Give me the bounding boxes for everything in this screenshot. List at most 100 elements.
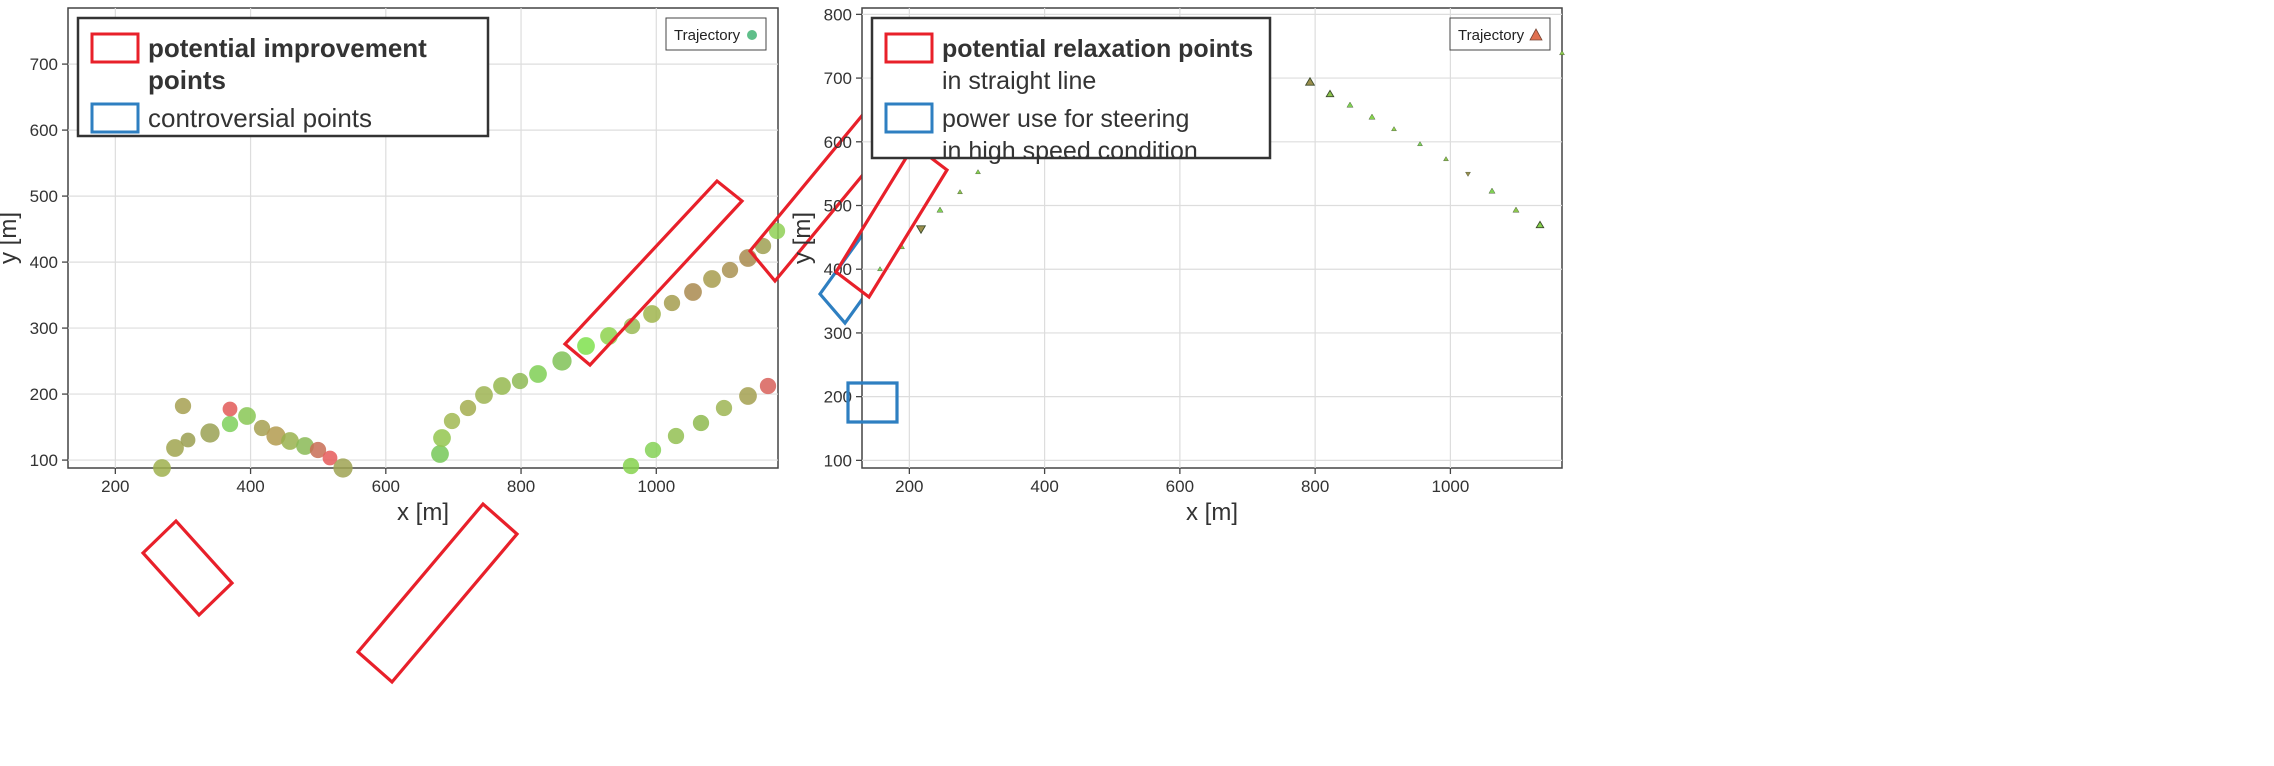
data-point: [1443, 156, 1449, 162]
data-point: [1391, 126, 1397, 132]
data-point: [667, 427, 685, 445]
data-point: [511, 372, 529, 390]
data-point: [877, 266, 883, 271]
annotation-text: points: [148, 65, 226, 95]
y-tick-label: 200: [30, 385, 58, 404]
data-point: [1346, 101, 1354, 108]
x-axis-label: x [m]: [397, 499, 449, 526]
x-axis-label: x [m]: [1186, 499, 1238, 526]
data-point: [433, 429, 451, 447]
y-tick-label: 600: [30, 121, 58, 140]
data-point: [296, 437, 314, 455]
data-point: [1325, 89, 1335, 98]
data-point: [739, 387, 757, 405]
data-point: [663, 294, 681, 312]
y-tick-label: 400: [30, 253, 58, 272]
legend-label: Trajectory: [1458, 27, 1525, 44]
legend-marker: [1529, 28, 1543, 41]
data-point: [936, 206, 944, 213]
chart-panel-1: 200 400 600 800 1000 100 200 300 400 500 600 700 x […: [0, 7, 1151, 526]
data-point: [166, 439, 184, 457]
data-point: [975, 169, 981, 175]
data-point: [957, 189, 963, 195]
y-tick-label: 100: [30, 451, 58, 470]
data-point: [703, 270, 721, 288]
data-point: [431, 445, 449, 463]
y-tick-label: 800: [824, 5, 852, 24]
chart-panel-2: 200 400 600 800 1000 100 200 300 400 500 600 700 800…: [140, 5, 1565, 685]
data-point: [1559, 50, 1565, 55]
data-point: [529, 365, 547, 383]
data-point: [1512, 206, 1520, 213]
x-tick-label: 1000: [637, 477, 675, 496]
x-tick-label: 200: [895, 477, 923, 496]
data-point: [644, 441, 662, 459]
trajectory-legend: Trajectory: [665, 17, 767, 51]
annotation-swatch-2: [90, 102, 140, 134]
y-tick-label: 500: [30, 187, 58, 206]
data-point: [1304, 76, 1316, 86]
data-point: [1417, 141, 1423, 147]
data-point: [266, 426, 286, 446]
data-point: [1535, 220, 1545, 229]
data-point: [475, 386, 493, 404]
x-tick-label: 800: [1301, 477, 1329, 496]
data-point: [577, 337, 595, 355]
data-point: [643, 305, 661, 323]
annotation-swatch-1: [884, 32, 934, 64]
trajectory-legend: Trajectory: [1449, 17, 1551, 51]
y-tick-label: 300: [30, 319, 58, 338]
annotation-text: potential improvement: [148, 33, 427, 63]
data-point: [222, 401, 238, 417]
highlight-box-5: [846, 381, 899, 424]
data-point: [238, 407, 256, 425]
legend-label: Trajectory: [674, 27, 741, 44]
data-point: [915, 225, 927, 235]
data-point: [333, 458, 353, 478]
data-point: [759, 377, 777, 395]
data-point: [622, 457, 640, 475]
y-tick-label: 600: [824, 133, 852, 152]
annotation-legend-frame: [76, 16, 490, 138]
data-point: [768, 222, 786, 240]
data-point: [309, 441, 327, 459]
annotation-legend: potential relaxation points in straight l…: [870, 16, 1272, 165]
y-axis-label: y [m]: [789, 212, 816, 264]
data-point: [1488, 187, 1496, 194]
y-axis-label: y [m]: [0, 212, 22, 264]
data-point: [253, 419, 271, 437]
data-point: [1368, 113, 1376, 120]
annotation-text: potential relaxation points: [942, 35, 1253, 63]
data-point: [692, 414, 710, 432]
x-tick-label: 400: [236, 477, 264, 496]
data-point: [174, 397, 192, 415]
x-tick-label: 600: [372, 477, 400, 496]
x-tick-label: 800: [507, 477, 535, 496]
data-point: [1465, 171, 1471, 177]
x-tick-label: 1000: [1431, 477, 1469, 496]
y-tick-label: 300: [824, 324, 852, 343]
legend-marker: [747, 30, 757, 40]
x-tick-label: 600: [1166, 477, 1194, 496]
data-point: [552, 351, 572, 371]
annotation-text: power use for steering: [942, 105, 1189, 133]
x-tick-label: 400: [1030, 477, 1058, 496]
y-tick-label: 700: [30, 55, 58, 74]
y-tick-label: 100: [824, 451, 852, 470]
data-point: [200, 423, 220, 443]
y-tick-label: 200: [824, 388, 852, 407]
annotation-text: controversial points: [148, 103, 372, 133]
data-point: [443, 412, 461, 430]
highlight-box-4: [833, 142, 950, 300]
highlight-box-1: [140, 518, 235, 618]
data-point: [721, 261, 739, 279]
y-tick-label: 500: [824, 197, 852, 216]
data-point: [180, 432, 196, 448]
data-point: [493, 377, 511, 395]
annotation-legend-frame: [870, 16, 1272, 160]
annotation-text: in straight line: [942, 67, 1096, 95]
x-tick-label: 200: [101, 477, 129, 496]
highlight-box-2: [355, 501, 520, 685]
data-marks: [153, 222, 786, 478]
